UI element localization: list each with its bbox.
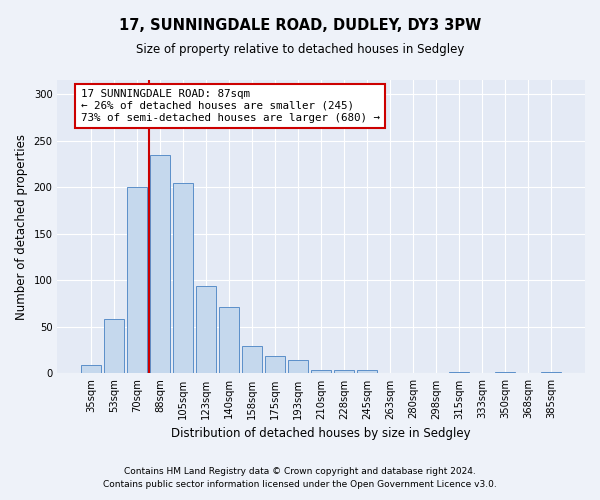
Bar [289, 360, 308, 374]
Bar [449, 372, 469, 374]
Bar [151, 156, 170, 374]
Bar [196, 286, 216, 374]
Bar [265, 356, 285, 374]
Bar [127, 187, 147, 374]
Bar [220, 308, 239, 374]
Bar [496, 372, 515, 374]
Y-axis label: Number of detached properties: Number of detached properties [15, 134, 28, 320]
Text: 17, SUNNINGDALE ROAD, DUDLEY, DY3 3PW: 17, SUNNINGDALE ROAD, DUDLEY, DY3 3PW [119, 18, 481, 32]
Bar [311, 370, 331, 374]
Text: Size of property relative to detached houses in Sedgley: Size of property relative to detached ho… [136, 42, 464, 56]
Bar [242, 346, 262, 374]
Bar [334, 370, 354, 374]
Text: Contains HM Land Registry data © Crown copyright and database right 2024.: Contains HM Land Registry data © Crown c… [124, 467, 476, 476]
Bar [104, 320, 124, 374]
Bar [173, 184, 193, 374]
Bar [541, 372, 561, 374]
Text: Contains public sector information licensed under the Open Government Licence v3: Contains public sector information licen… [103, 480, 497, 489]
Bar [82, 365, 101, 374]
Bar [358, 370, 377, 374]
X-axis label: Distribution of detached houses by size in Sedgley: Distribution of detached houses by size … [172, 427, 471, 440]
Text: 17 SUNNINGDALE ROAD: 87sqm
← 26% of detached houses are smaller (245)
73% of sem: 17 SUNNINGDALE ROAD: 87sqm ← 26% of deta… [81, 90, 380, 122]
